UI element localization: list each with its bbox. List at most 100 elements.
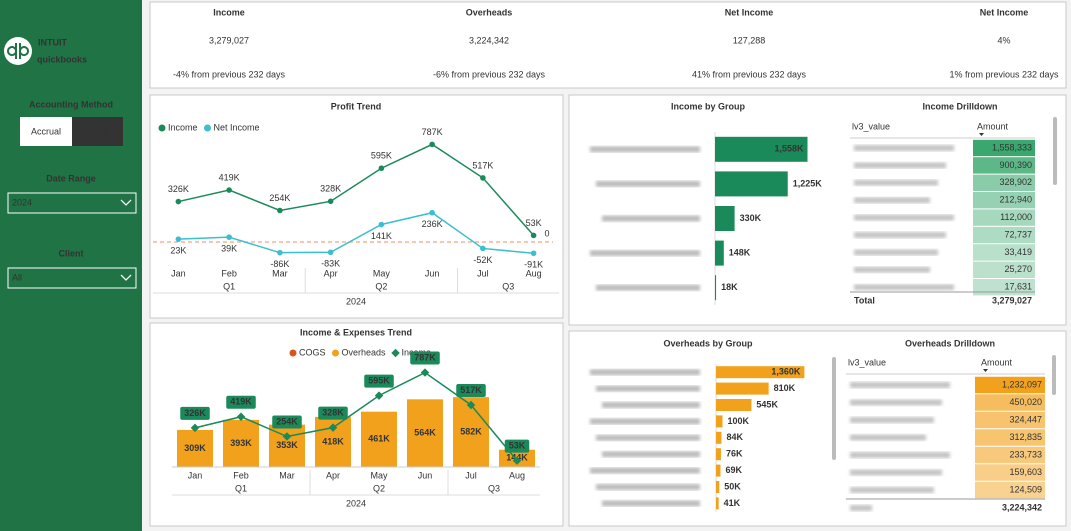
data-label: 1,360K: [771, 367, 801, 377]
data-label: 595K: [368, 375, 390, 385]
data-label: 328K: [320, 184, 341, 194]
panel: [149, 94, 564, 319]
line-point: [328, 423, 338, 432]
legend-marker: [391, 348, 400, 358]
filter-label: Client: [58, 248, 83, 258]
data-label: 326K: [168, 184, 189, 194]
total-amount: 3,224,342: [1002, 502, 1042, 512]
logo-text: INTUIT: [38, 37, 67, 47]
line-point: [190, 423, 200, 433]
line-point: [378, 221, 385, 228]
legend-label: COGS: [299, 347, 326, 357]
legend-label: Income: [168, 122, 198, 132]
row-label-blurred: [854, 145, 954, 151]
amount: 212,940: [999, 195, 1032, 205]
row-label-blurred: [854, 197, 930, 204]
legend-label: Overheads: [342, 347, 387, 357]
amount: 25,270: [1004, 264, 1032, 274]
dropdown-chevron: [120, 199, 132, 206]
kpi-change: 41% from previous 232 days: [692, 69, 807, 79]
chart-title: Income by Group: [671, 101, 746, 111]
category-label-blurred: [596, 385, 700, 392]
line-point: [466, 400, 476, 410]
row-label-blurred: [850, 417, 934, 423]
bar: [361, 411, 397, 467]
data-label: 787K: [414, 352, 436, 362]
data-label: 18K: [721, 282, 738, 292]
bar: [715, 240, 724, 266]
heat-cell: [975, 394, 1045, 411]
data-label: 328K: [322, 408, 344, 418]
sort-indicator[interactable]: [979, 133, 984, 136]
heat-cell: [973, 157, 1035, 174]
sort-indicator[interactable]: [983, 369, 988, 372]
line-point: [277, 249, 283, 256]
filter-label: Date Range: [46, 173, 96, 183]
data-label: 236K: [422, 219, 443, 229]
amount: 1,232,097: [1002, 379, 1042, 389]
heat-cell: [973, 209, 1035, 226]
kpi-value: 127,288: [733, 35, 766, 45]
row-label-blurred: [854, 266, 930, 273]
amount: 33,419: [1004, 247, 1032, 257]
x-tick-label: Apr: [326, 470, 340, 480]
scrollbar[interactable]: [1052, 355, 1056, 395]
amount: 900,390: [999, 160, 1032, 170]
data-label: 787K: [422, 127, 443, 137]
data-label: 595K: [371, 151, 392, 161]
x-tick-label: Feb: [221, 268, 237, 278]
heat-cell: [975, 446, 1045, 464]
x-tick-label: May: [373, 268, 391, 278]
heat-cell: [973, 192, 1035, 209]
column-header: Amount: [981, 357, 1013, 367]
data-label: 69K: [725, 465, 742, 475]
label-box: [318, 406, 348, 420]
data-label: 39K: [221, 244, 237, 254]
line-point: [530, 232, 537, 239]
amount: 233,733: [1009, 449, 1042, 459]
data-label: 461K: [368, 434, 390, 444]
category-label-blurred: [596, 484, 700, 490]
kpi-change: 1% from previous 232 days: [949, 69, 1059, 79]
category-label-blurred: [590, 418, 700, 425]
dropdown[interactable]: [7, 192, 137, 214]
dropdown[interactable]: [7, 267, 137, 289]
amount: 1,558,333: [992, 142, 1032, 152]
category-label-blurred: [602, 451, 700, 458]
heat-cell: [973, 244, 1035, 261]
toggle-option[interactable]: [72, 117, 123, 146]
scrollbar[interactable]: [1053, 117, 1057, 185]
logo-mark: [4, 37, 32, 65]
category-label-blurred: [602, 215, 700, 222]
line-point: [378, 165, 385, 172]
scrollbar[interactable]: [832, 357, 836, 460]
logo-text: quickbooks: [37, 54, 87, 64]
column-header: lv3_value: [848, 357, 886, 367]
line-point: [226, 187, 232, 193]
line-point: [374, 391, 384, 400]
heat-cell: [975, 481, 1045, 499]
x-tick-label: Jun: [418, 470, 433, 480]
line-point: [175, 236, 182, 242]
line-point: [327, 249, 334, 256]
line-series: [178, 143, 535, 236]
data-label: 393K: [230, 438, 252, 448]
total-amount: 3,279,027: [992, 295, 1032, 305]
data-label: 1,558K: [774, 144, 804, 154]
total-label: Total: [854, 295, 875, 305]
x-group-label: Q2: [373, 483, 385, 493]
data-label: 517K: [460, 385, 482, 395]
x-group-label: Q1: [235, 483, 247, 493]
amount: 328,902: [999, 177, 1032, 187]
toggle-option[interactable]: [20, 117, 72, 146]
line-series: [178, 211, 534, 255]
data-label: 418K: [322, 436, 344, 446]
chart-title: Overheads by Group: [663, 338, 753, 348]
data-label: 564K: [414, 428, 436, 438]
column-header: Amount: [977, 121, 1009, 131]
x-group-label: Q3: [488, 483, 500, 493]
row-label-blurred: [854, 162, 946, 169]
line-point: [277, 207, 283, 214]
bar: [223, 419, 259, 467]
heat-cell: [975, 464, 1045, 481]
